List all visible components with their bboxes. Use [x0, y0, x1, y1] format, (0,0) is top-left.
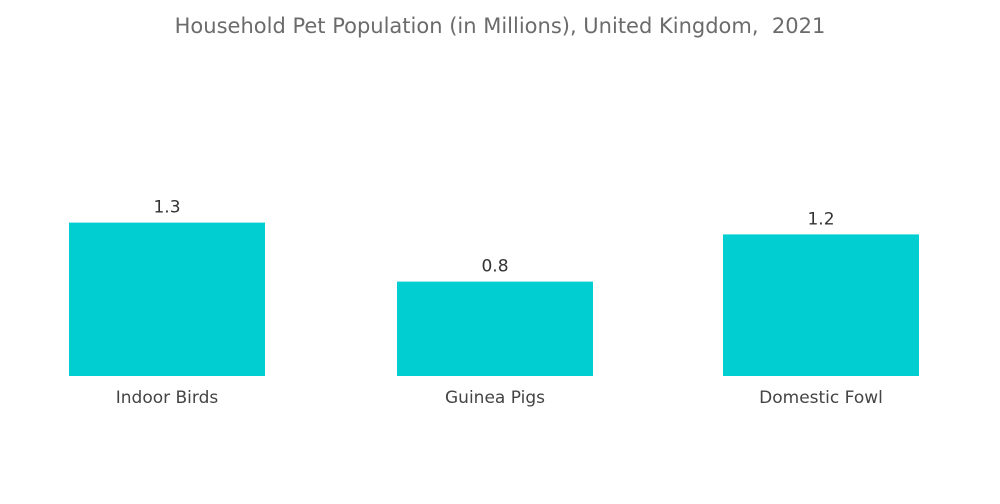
chart-title: Household Pet Population (in Millions), … — [174, 14, 826, 38]
bar-guinea-pigs — [397, 281, 593, 376]
value-label-guinea-pigs: 0.8 — [481, 257, 508, 277]
bar-domestic-fowl — [723, 234, 919, 376]
category-label-guinea-pigs: Guinea Pigs — [445, 388, 545, 408]
value-label-domestic-fowl: 1.2 — [807, 209, 834, 229]
category-label-domestic-fowl: Domestic Fowl — [759, 388, 883, 408]
bar-indoor-birds — [69, 222, 265, 376]
value-label-indoor-birds: 1.3 — [153, 198, 180, 218]
category-label-indoor-birds: Indoor Birds — [116, 388, 219, 408]
